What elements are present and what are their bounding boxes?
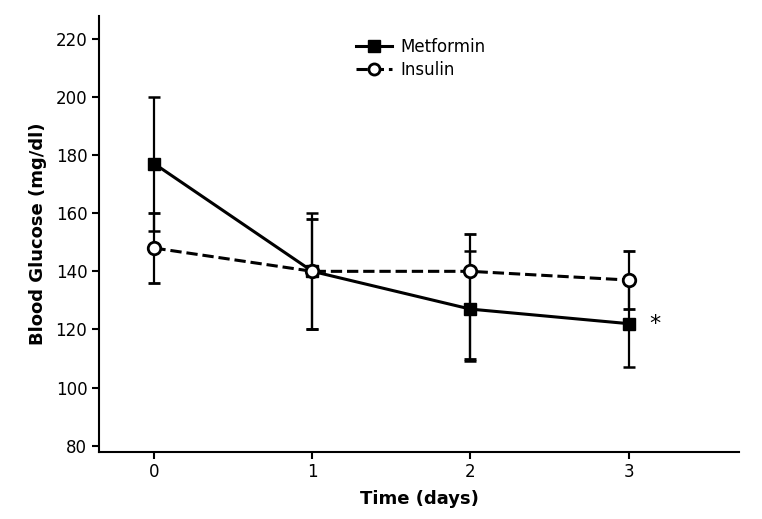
Text: *: * xyxy=(649,313,661,334)
Legend: Metformin, Insulin: Metformin, Insulin xyxy=(351,33,491,84)
X-axis label: Time (days): Time (days) xyxy=(360,489,479,508)
Y-axis label: Blood Glucose (mg/dl): Blood Glucose (mg/dl) xyxy=(29,122,47,345)
